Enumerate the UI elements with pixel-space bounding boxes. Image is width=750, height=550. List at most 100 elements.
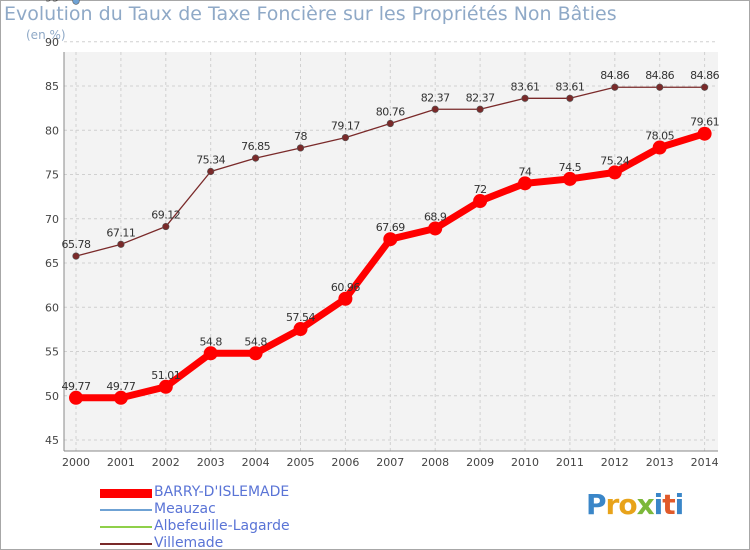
data-label-barry-d-islemade: 60.96	[331, 281, 360, 294]
y-tick-label: 55	[45, 346, 59, 359]
data-label-villemade: 80.76	[376, 106, 405, 119]
data-point-villemade	[700, 83, 709, 91]
data-label-barry-d-islemade: 75.24	[600, 154, 629, 167]
data-label-villemade: 76.85	[241, 140, 270, 153]
y-tick-label: 95	[45, 0, 59, 5]
logo-letter: x	[636, 488, 655, 521]
legend-swatch-villemade	[100, 542, 152, 545]
logo-letter: P	[586, 488, 607, 521]
legend: BARRY-D'ISLEMADE Meauzac Albefeuille-Lag…	[100, 484, 400, 550]
data-point-villemade	[252, 154, 260, 162]
legend-label-albefeuille: Albefeuille-Lagarde	[154, 518, 290, 534]
y-tick-label: 50	[45, 390, 59, 403]
data-label-villemade: 83.61	[555, 80, 584, 93]
data-point-villemade	[656, 83, 664, 91]
data-point-barry-d-islemade	[473, 194, 488, 209]
logo-letter: i	[674, 488, 685, 521]
legend-label-barry: BARRY-D'ISLEMADE	[154, 484, 290, 500]
data-label-barry-d-islemade: 78.05	[645, 130, 674, 143]
data-label-villemade: 69.12	[151, 209, 180, 222]
logo-letter: r	[605, 488, 620, 521]
x-tick-label: 2002	[152, 456, 180, 469]
proxiti-logo: Proxiti	[586, 488, 685, 521]
data-point-barry-d-islemade	[248, 346, 263, 361]
logo-letter: i	[653, 488, 664, 521]
y-tick-label: 80	[45, 124, 59, 137]
data-point-barry-d-islemade	[293, 322, 308, 337]
data-point-barry-d-islemade	[607, 165, 622, 180]
data-label-villemade: 84.86	[645, 69, 674, 82]
legend-swatch-meauzac	[100, 508, 152, 511]
legend-item-albefeuille: Albefeuille-Lagarde	[100, 518, 400, 535]
data-point-barry-d-islemade	[158, 379, 173, 394]
data-label-villemade: 67.11	[106, 226, 135, 239]
data-label-barry-d-islemade: 72	[474, 183, 487, 196]
data-label-barry-d-islemade: 49.77	[106, 380, 135, 393]
data-label-barry-d-islemade: 49.77	[62, 380, 91, 393]
y-tick-label: 70	[45, 213, 59, 226]
x-tick-label: 2004	[242, 456, 270, 469]
data-label-barry-d-islemade: 68.9	[424, 210, 447, 223]
data-label-barry-d-islemade: 54.8	[244, 335, 267, 348]
data-point-villemade	[521, 94, 529, 102]
x-tick-label: 2009	[466, 456, 494, 469]
logo-letter: o	[618, 488, 637, 521]
data-point-villemade	[566, 94, 574, 102]
legend-item-meauzac: Meauzac	[100, 501, 400, 518]
x-tick-label: 2011	[556, 456, 584, 469]
data-label-villemade: 79.17	[331, 120, 360, 133]
data-point-villemade	[431, 105, 439, 113]
x-tick-label: 2000	[62, 456, 90, 469]
data-label-villemade: 78	[294, 130, 307, 143]
data-label-barry-d-islemade: 54.8	[199, 335, 222, 348]
data-point-villemade	[386, 119, 394, 128]
data-point-barry-d-islemade	[69, 390, 83, 405]
data-label-barry-d-islemade: 67.69	[376, 221, 405, 234]
data-point-barry-d-islemade	[113, 390, 128, 405]
data-point-villemade	[72, 252, 80, 260]
data-point-barry-d-islemade	[338, 291, 353, 306]
data-label-villemade: 82.37	[421, 91, 450, 104]
data-label-villemade: 84.86	[600, 69, 629, 82]
data-point-villemade	[611, 83, 619, 91]
data-label-villemade: 65.78	[62, 238, 91, 251]
legend-swatch-albefeuille	[100, 525, 152, 528]
data-point-villemade	[207, 167, 215, 176]
x-tick-label: 2005	[287, 456, 315, 469]
y-tick-label: 85	[45, 80, 59, 93]
legend-item-villemade: Villemade	[100, 535, 400, 550]
data-point-villemade	[476, 105, 484, 113]
data-point-barry-d-islemade	[697, 126, 712, 141]
data-label-villemade: 83.61	[511, 80, 540, 93]
data-point-villemade	[162, 222, 170, 231]
data-point-barry-d-islemade	[428, 221, 443, 236]
chart-subtitle: (en %)	[26, 28, 66, 42]
data-label-barry-d-islemade: 51.01	[151, 369, 180, 382]
y-tick-label: 65	[45, 257, 59, 270]
data-label-villemade: 75.34	[196, 153, 225, 166]
x-tick-label: 2001	[107, 456, 135, 469]
x-tick-label: 2007	[376, 456, 404, 469]
data-label-barry-d-islemade: 79.61	[690, 116, 719, 129]
y-tick-label: 90	[45, 36, 59, 49]
data-point-villemade	[117, 240, 125, 248]
data-point-villemade	[296, 144, 305, 152]
legend-label-meauzac: Meauzac	[154, 501, 216, 517]
data-point-barry-d-islemade	[203, 346, 218, 361]
logo-letter: t	[662, 488, 675, 521]
data-label-barry-d-islemade: 74	[519, 165, 532, 178]
data-point-barry-d-islemade	[652, 140, 667, 155]
y-tick-label: 75	[45, 169, 59, 182]
data-label-barry-d-islemade: 74.5	[559, 161, 582, 174]
x-tick-label: 2006	[331, 456, 359, 469]
data-label-barry-d-islemade: 57.54	[286, 311, 315, 324]
chart-title: Evolution du Taux de Taxe Foncière sur l…	[4, 3, 617, 25]
data-point-barry-d-islemade	[562, 171, 577, 186]
x-tick-label: 2003	[197, 456, 225, 469]
data-point-villemade	[341, 133, 350, 142]
data-point-barry-d-islemade	[383, 232, 398, 247]
y-tick-label: 45	[45, 434, 59, 447]
data-label-villemade: 84.86	[690, 69, 719, 82]
